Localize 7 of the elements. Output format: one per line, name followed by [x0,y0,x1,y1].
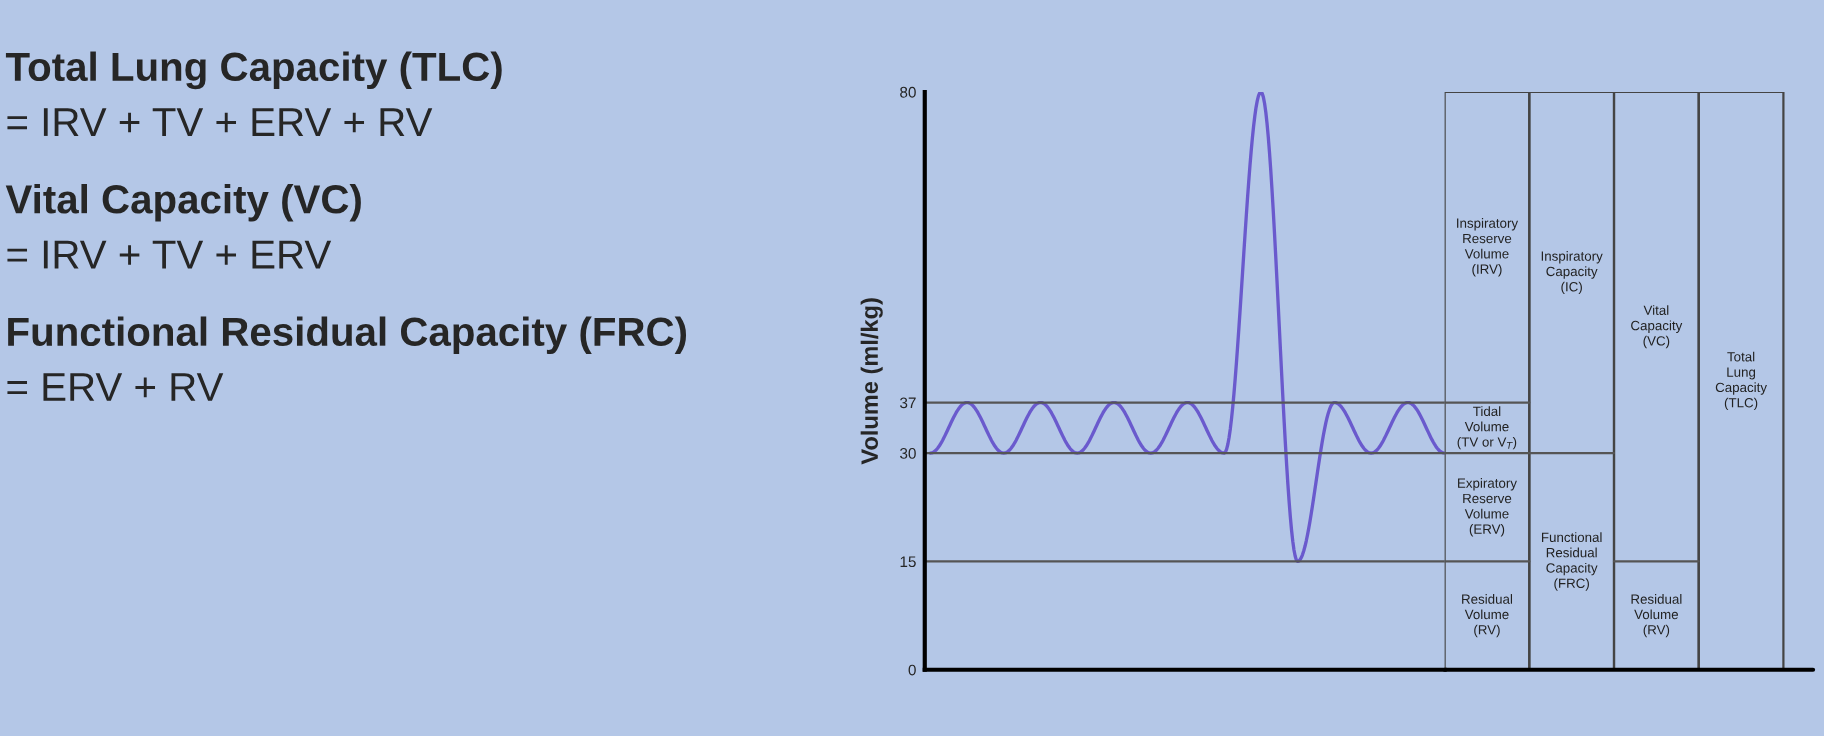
text: Vital Capacity (VC) [5,184,361,222]
text: = IRV + TV + ERV [7,240,332,269]
y-axis-title: Volume (ml/kg) [860,298,883,465]
text: Functional Residual Capacity (FRC) [8,316,687,355]
text: = IRV + TV + ERV + RV [7,108,433,136]
text: Total Lung Capacity (TLC) [5,51,502,90]
text: = ERV + RV [7,373,224,401]
